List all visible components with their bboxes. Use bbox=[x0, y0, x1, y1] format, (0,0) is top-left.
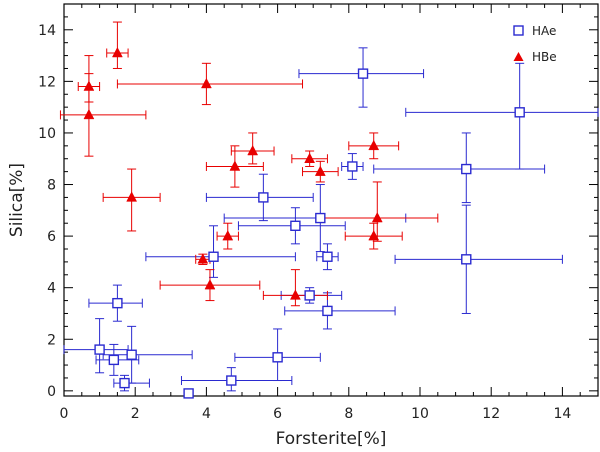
hae-point bbox=[290, 220, 301, 231]
axes-layer: 0 2 4 6 8 10 12 14 0 2 4 6 8 10 12 14 bbox=[38, 3, 599, 422]
hbe-point bbox=[314, 165, 326, 176]
hae-point bbox=[461, 254, 472, 265]
hbe-point bbox=[368, 139, 380, 151]
hae-point bbox=[514, 107, 525, 118]
y-tick-label: 6 bbox=[47, 229, 56, 245]
y-axis-title: Silica[%] bbox=[7, 163, 27, 237]
hae-point bbox=[322, 251, 333, 262]
hbe-error-bar bbox=[116, 62, 304, 106]
y-tick-label: 14 bbox=[38, 23, 56, 39]
hae-error-bar bbox=[180, 367, 293, 392]
hbe-error-bar bbox=[319, 181, 439, 242]
hbe-point bbox=[371, 212, 383, 223]
hbe-point bbox=[111, 46, 123, 58]
hae-error-bar bbox=[373, 132, 546, 204]
hbe-point bbox=[304, 152, 316, 163]
hae-point bbox=[226, 375, 237, 386]
hbe-point bbox=[289, 289, 301, 300]
hae-point bbox=[272, 352, 283, 363]
hae-point bbox=[322, 305, 333, 317]
y-tick-label: 4 bbox=[47, 281, 56, 297]
legend: HAe HBe bbox=[513, 24, 557, 64]
hae-point bbox=[108, 354, 120, 366]
x-tick-label: 10 bbox=[411, 406, 429, 422]
hae-error-bar bbox=[145, 225, 296, 278]
hae-point bbox=[94, 344, 105, 355]
hae-error-bar bbox=[284, 292, 396, 330]
hbe-point bbox=[222, 230, 234, 241]
error-bar-layer bbox=[59, 21, 599, 398]
x-tick-label: 8 bbox=[344, 406, 353, 422]
hbe-point bbox=[83, 108, 95, 120]
y-tick-label: 0 bbox=[47, 384, 56, 400]
legend-hae-marker bbox=[513, 25, 524, 36]
hae-point bbox=[119, 377, 130, 389]
x-tick-label: 0 bbox=[60, 406, 69, 422]
plot-frame bbox=[63, 3, 599, 397]
hbe-point bbox=[247, 144, 259, 156]
legend-hbe-label: HBe bbox=[532, 50, 557, 64]
x-tick-label: 14 bbox=[553, 406, 571, 422]
hbe-point bbox=[83, 80, 95, 91]
x-tick-label: 6 bbox=[273, 406, 282, 422]
hbe-point bbox=[368, 230, 380, 241]
hae-point bbox=[126, 349, 137, 360]
hae-point bbox=[208, 251, 219, 262]
y-tick-label: 2 bbox=[47, 332, 56, 348]
hae-point bbox=[304, 290, 315, 301]
hbe-point bbox=[126, 191, 138, 202]
y-tick-label: 12 bbox=[38, 74, 56, 90]
hae-error-bar bbox=[405, 62, 599, 170]
hae-point bbox=[461, 163, 472, 175]
y-tick-label: 10 bbox=[38, 126, 56, 142]
x-tick-label: 12 bbox=[482, 406, 500, 422]
hbe-point bbox=[197, 253, 209, 264]
hbe-error-bar bbox=[59, 73, 147, 157]
x-tick-label: 2 bbox=[131, 406, 140, 422]
hae-error-bar bbox=[394, 204, 563, 314]
y-tick-label: 8 bbox=[47, 178, 56, 194]
hbe-error-bar bbox=[106, 21, 129, 69]
hbe-error-bar bbox=[262, 269, 328, 307]
hae-point bbox=[183, 388, 194, 399]
legend-hae-label: HAe bbox=[532, 24, 556, 38]
x-axis-title: Forsterite[%] bbox=[276, 429, 387, 449]
hae-point bbox=[258, 192, 269, 203]
hbe-point bbox=[200, 77, 212, 89]
hbe-point bbox=[204, 279, 216, 290]
hae-point bbox=[347, 161, 358, 172]
hae-point bbox=[112, 297, 123, 309]
x-tick-label: 4 bbox=[202, 406, 211, 422]
marker-layer bbox=[83, 46, 525, 399]
hae-point bbox=[315, 212, 326, 224]
hae-point bbox=[357, 68, 369, 79]
hbe-point bbox=[229, 160, 241, 171]
legend-hbe-marker bbox=[513, 52, 524, 61]
